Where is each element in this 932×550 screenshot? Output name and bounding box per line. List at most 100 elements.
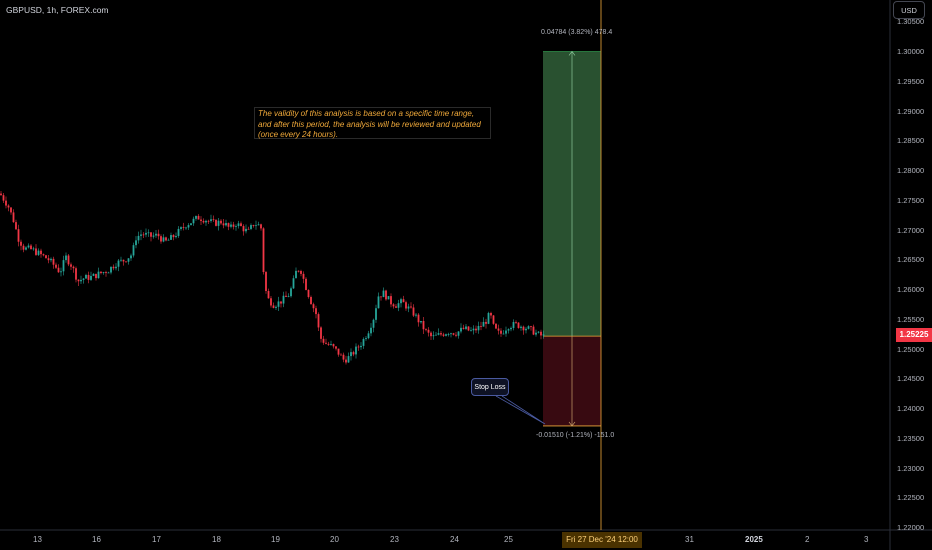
candle-body (520, 326, 522, 328)
candle-body (65, 255, 67, 261)
candle-body (522, 326, 525, 331)
candle-body (237, 223, 240, 227)
candle-body (407, 306, 410, 309)
candle-body (440, 333, 442, 335)
candle-body (372, 319, 375, 328)
candle-body (385, 290, 387, 300)
candle-body (265, 272, 267, 291)
candle-body (402, 299, 405, 303)
candle-body (282, 295, 285, 304)
symbol-title[interactable]: GBPUSD, 1h, FOREX.com (6, 5, 109, 15)
candle-body (507, 329, 510, 331)
candle-body (17, 229, 20, 242)
candle-body (162, 237, 165, 242)
candle-body (47, 258, 50, 261)
candle-body (205, 220, 207, 223)
candle-body (177, 228, 180, 236)
candle-body (197, 215, 200, 220)
candle-body (465, 326, 467, 329)
candle-body (355, 346, 357, 355)
analysis-note-text[interactable]: The validity of this analysis is based o… (254, 107, 491, 139)
candle-body (317, 314, 320, 328)
candle-body (220, 220, 222, 224)
candle-body (112, 266, 115, 269)
candle-body (262, 228, 265, 273)
candle-body (340, 354, 342, 356)
candle-body (247, 228, 250, 230)
price-tick-label: 1.30000 (897, 47, 925, 56)
candle-body (132, 245, 135, 256)
currency-button[interactable]: USD (893, 1, 925, 19)
candle-body (490, 313, 492, 316)
candle-body (275, 306, 277, 308)
candle-body (85, 274, 87, 279)
candle-body (540, 331, 542, 336)
candle-body (412, 307, 415, 316)
candle-body (260, 224, 262, 229)
candle-body (195, 215, 197, 219)
candle-body (502, 333, 505, 335)
candle-body (22, 245, 25, 250)
candle-body (207, 220, 210, 222)
candle-body (95, 273, 97, 279)
candle-body (255, 225, 257, 227)
time-tick-label: 2 (805, 535, 810, 544)
candle-body (102, 272, 105, 274)
candle-body (312, 304, 315, 309)
candle-body (222, 223, 225, 226)
candle-body (462, 327, 465, 329)
candle-body (455, 334, 457, 336)
candle-body (285, 295, 287, 297)
candle-body (50, 258, 52, 261)
candle-body (160, 236, 162, 242)
candle-body (537, 331, 540, 333)
candle-body (252, 225, 255, 226)
candle-body (497, 328, 500, 331)
price-tick-label: 1.28500 (897, 136, 925, 146)
stop-loss-callout[interactable]: Stop Loss (471, 378, 509, 396)
candle-body (232, 224, 235, 227)
candle-body (215, 219, 217, 226)
time-tick-label: 2025 (745, 535, 763, 544)
candle-body (427, 329, 430, 333)
candle-body (332, 344, 335, 347)
candle-body (137, 235, 140, 241)
candle-body (272, 305, 275, 308)
candle-body (172, 235, 175, 238)
price-tick-label: 1.23500 (897, 433, 925, 443)
candle-body (330, 344, 332, 345)
candle-body (457, 331, 460, 336)
candle-body (277, 301, 280, 307)
candle-body (170, 235, 172, 240)
candle-body (425, 329, 427, 331)
time-tick-label: 24 (450, 535, 459, 544)
candle-body (0, 193, 2, 196)
candle-body (305, 278, 307, 290)
candle-body (210, 219, 212, 221)
candle-body (375, 308, 377, 320)
candle-body (387, 296, 390, 300)
candle-body (97, 271, 100, 279)
candle-body (60, 271, 62, 273)
candle-body (297, 270, 300, 272)
candle-body (35, 248, 37, 255)
candle-body (192, 218, 195, 224)
candle-body (295, 270, 297, 279)
time-tick-label: 3 (864, 535, 869, 544)
candle-body (345, 359, 347, 363)
price-tick-label: 1.23000 (897, 463, 925, 473)
candle-body (492, 315, 495, 324)
candle-body (487, 313, 490, 324)
candle-body (55, 264, 57, 268)
candle-body (452, 333, 455, 335)
candle-body (415, 314, 417, 316)
candle-body (370, 327, 372, 334)
candle-body (92, 273, 95, 276)
target-stats-label: 0.04784 (3.82%) 478.4 (541, 29, 613, 36)
time-tick-label: 19 (271, 535, 280, 544)
price-tick-label: 1.26000 (897, 285, 925, 294)
time-tick-label: 16 (92, 535, 101, 544)
candle-body (5, 200, 7, 206)
